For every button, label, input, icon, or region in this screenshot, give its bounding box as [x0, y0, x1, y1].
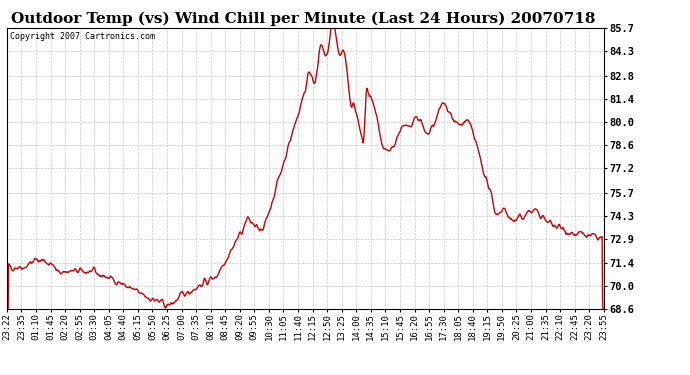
Text: Copyright 2007 Cartronics.com: Copyright 2007 Cartronics.com	[10, 32, 155, 41]
Text: Outdoor Temp (vs) Wind Chill per Minute (Last 24 Hours) 20070718: Outdoor Temp (vs) Wind Chill per Minute …	[11, 11, 596, 26]
